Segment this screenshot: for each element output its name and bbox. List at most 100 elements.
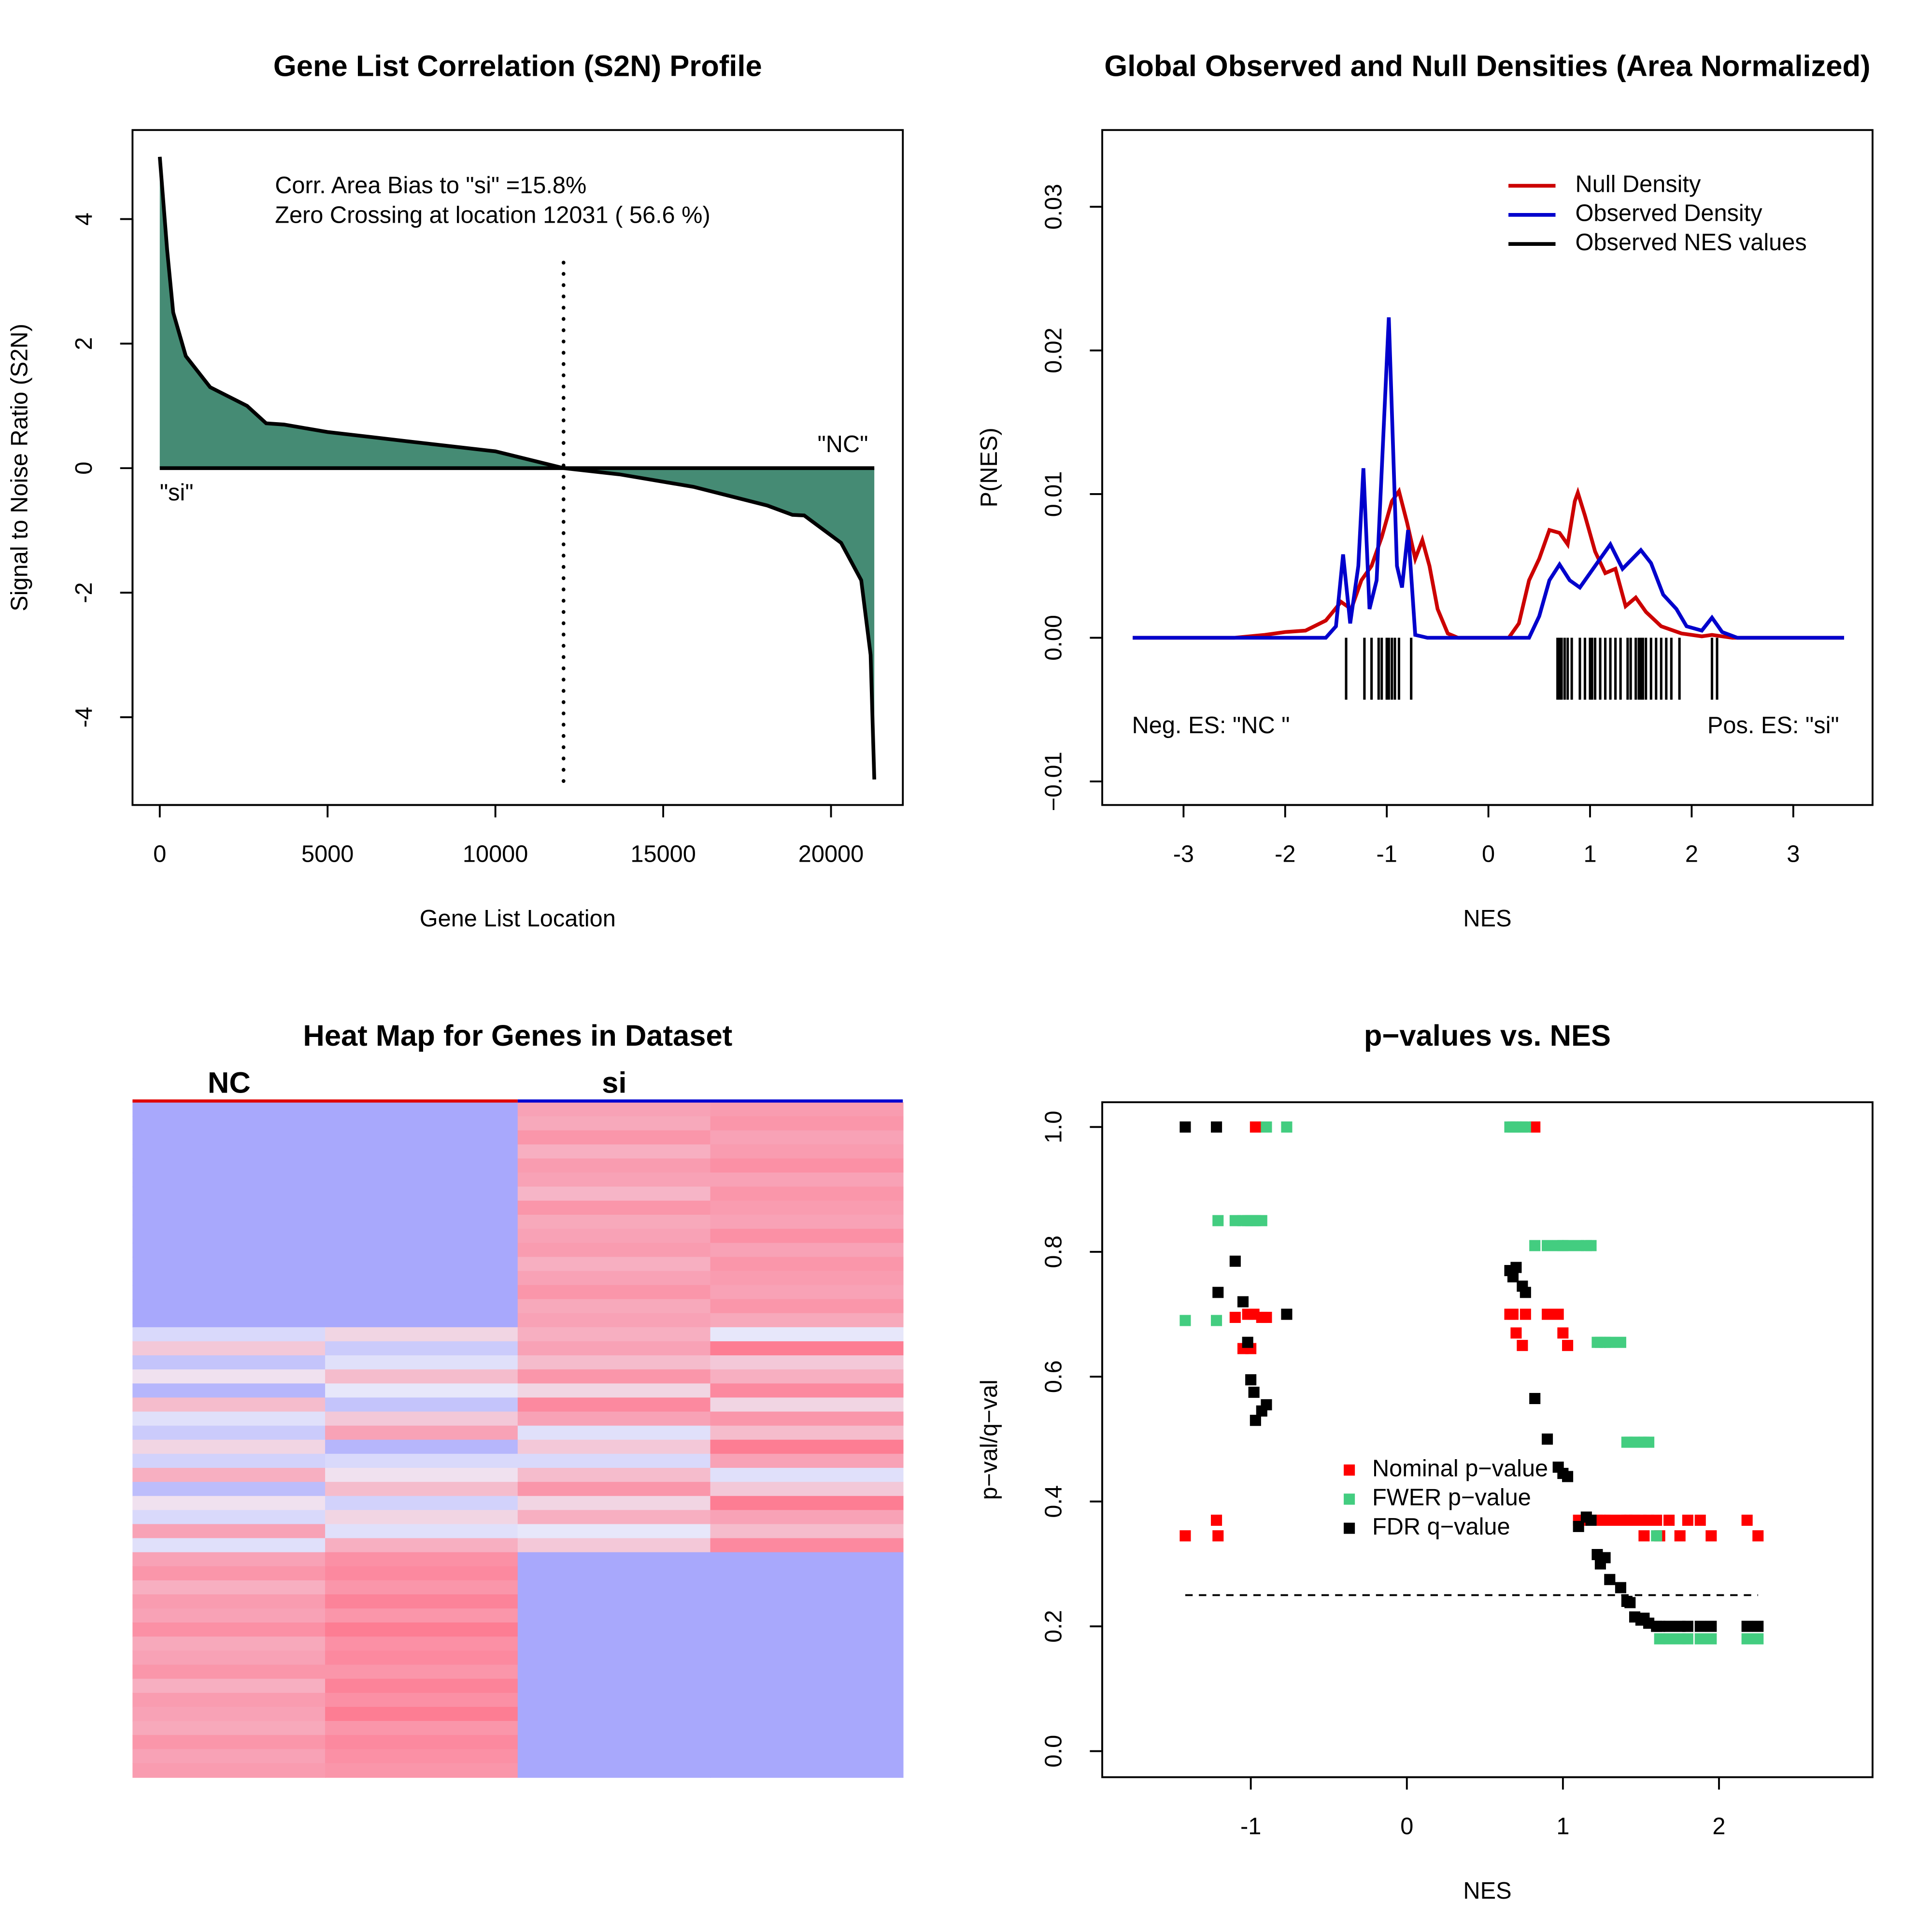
y-axis-label: p−val/q−val bbox=[976, 1379, 1002, 1500]
heatmap-cell bbox=[710, 1355, 904, 1370]
heatmap-cell bbox=[517, 1285, 711, 1300]
point bbox=[1242, 1336, 1253, 1348]
heatmap-cell bbox=[325, 1369, 519, 1384]
point bbox=[1741, 1633, 1753, 1645]
heatmap-cell bbox=[517, 1763, 711, 1778]
heatmap-cell bbox=[325, 1580, 519, 1595]
heatmap-cell bbox=[710, 1636, 904, 1651]
point bbox=[1705, 1530, 1717, 1542]
heatmap-cell bbox=[325, 1411, 519, 1426]
heatmap-cell bbox=[325, 1102, 519, 1117]
point bbox=[1179, 1121, 1191, 1133]
point bbox=[1694, 1514, 1706, 1526]
heatmap-cell bbox=[517, 1397, 711, 1412]
point bbox=[1507, 1308, 1519, 1320]
heatmap-cell bbox=[517, 1200, 711, 1216]
heatmap-cell bbox=[517, 1692, 711, 1708]
legend-swatch bbox=[1344, 1522, 1355, 1534]
point bbox=[1248, 1387, 1260, 1398]
heatmap-cell bbox=[325, 1496, 519, 1511]
x-tick-label: 20000 bbox=[798, 841, 864, 867]
chart-title: Gene List Correlation (S2N) Profile bbox=[273, 49, 762, 83]
x-tick-label: -3 bbox=[1173, 841, 1194, 867]
annotation: "NC" bbox=[818, 431, 868, 457]
point bbox=[1211, 1514, 1222, 1526]
point bbox=[1250, 1415, 1261, 1426]
heatmap-cell bbox=[710, 1721, 904, 1736]
heatmap-cell bbox=[132, 1510, 326, 1525]
heatmap-cell bbox=[132, 1299, 326, 1314]
heatmap-cell bbox=[132, 1650, 326, 1665]
heatmap-cell bbox=[325, 1439, 519, 1455]
heatmap-cell bbox=[710, 1650, 904, 1665]
heatmap-cell bbox=[517, 1749, 711, 1764]
heatmap-cell bbox=[132, 1158, 326, 1173]
point bbox=[1752, 1620, 1764, 1632]
point bbox=[1604, 1514, 1616, 1526]
point bbox=[1694, 1633, 1706, 1645]
heatmap-cell bbox=[132, 1496, 326, 1511]
point bbox=[1654, 1620, 1665, 1632]
heatmap-cell bbox=[517, 1130, 711, 1145]
heatmap-cell bbox=[710, 1439, 904, 1455]
heatmap-cell bbox=[325, 1186, 519, 1202]
heatmap-cell bbox=[132, 1200, 326, 1216]
point bbox=[1529, 1121, 1541, 1133]
heatmap-cell bbox=[132, 1186, 326, 1202]
x-tick-label: 0 bbox=[153, 841, 166, 867]
point bbox=[1604, 1574, 1616, 1585]
chart-title: Global Observed and Null Densities (Area… bbox=[1104, 49, 1870, 83]
heatmap-cell bbox=[325, 1200, 519, 1216]
heatmap-cell bbox=[325, 1594, 519, 1609]
point bbox=[1624, 1597, 1636, 1608]
heatmap-cell bbox=[325, 1257, 519, 1272]
heatmap-cell bbox=[132, 1763, 326, 1778]
heatmap-cell bbox=[132, 1257, 326, 1272]
heatmap-cell bbox=[325, 1706, 519, 1722]
y-tick-label: 0 bbox=[71, 462, 97, 475]
heatmap-cell bbox=[325, 1144, 519, 1159]
point bbox=[1542, 1433, 1553, 1445]
point bbox=[1557, 1327, 1569, 1339]
heatmap-cell bbox=[517, 1439, 711, 1455]
heatmap-cell bbox=[710, 1341, 904, 1356]
heatmap-cell bbox=[132, 1102, 326, 1117]
point bbox=[1245, 1374, 1257, 1386]
point bbox=[1585, 1514, 1597, 1526]
y-tick-label: -2 bbox=[71, 582, 97, 603]
heatmap-cell bbox=[710, 1229, 904, 1244]
heatmap-cell bbox=[710, 1285, 904, 1300]
x-tick-label: 5000 bbox=[301, 841, 354, 867]
point bbox=[1682, 1620, 1693, 1632]
point bbox=[1585, 1240, 1597, 1251]
heatmap-cell bbox=[132, 1552, 326, 1567]
heatmap-cell bbox=[132, 1608, 326, 1623]
y-tick-label: 0.03 bbox=[1040, 184, 1066, 230]
heatmap-cell bbox=[710, 1453, 904, 1469]
heatmap-cell bbox=[325, 1243, 519, 1258]
heatmap-cell bbox=[325, 1538, 519, 1553]
heatmap-cell bbox=[517, 1552, 711, 1567]
heatmap-cell bbox=[325, 1355, 519, 1370]
heatmap-cell bbox=[710, 1467, 904, 1483]
point bbox=[1250, 1121, 1261, 1133]
x-tick-label: 3 bbox=[1787, 841, 1800, 867]
point bbox=[1529, 1392, 1541, 1405]
heatmap-cell bbox=[517, 1721, 711, 1736]
heatmap-cell bbox=[517, 1313, 711, 1328]
heatmap-cell bbox=[325, 1650, 519, 1665]
heatmap-cell bbox=[325, 1299, 519, 1314]
heatmap-cell bbox=[325, 1172, 519, 1188]
heatmap-cell bbox=[710, 1425, 904, 1441]
heatmap-cell bbox=[710, 1397, 904, 1412]
heatmap-cell bbox=[710, 1678, 904, 1694]
heatmap-cell bbox=[132, 1411, 326, 1426]
heatmap-cell bbox=[517, 1496, 711, 1511]
heatmap-cell bbox=[710, 1482, 904, 1497]
annotation: Zero Crossing at location 12031 ( 56.6 %… bbox=[275, 202, 710, 228]
point bbox=[1741, 1620, 1753, 1632]
heatmap-cell bbox=[710, 1383, 904, 1398]
point bbox=[1643, 1436, 1655, 1448]
heatmap-cell bbox=[517, 1116, 711, 1131]
